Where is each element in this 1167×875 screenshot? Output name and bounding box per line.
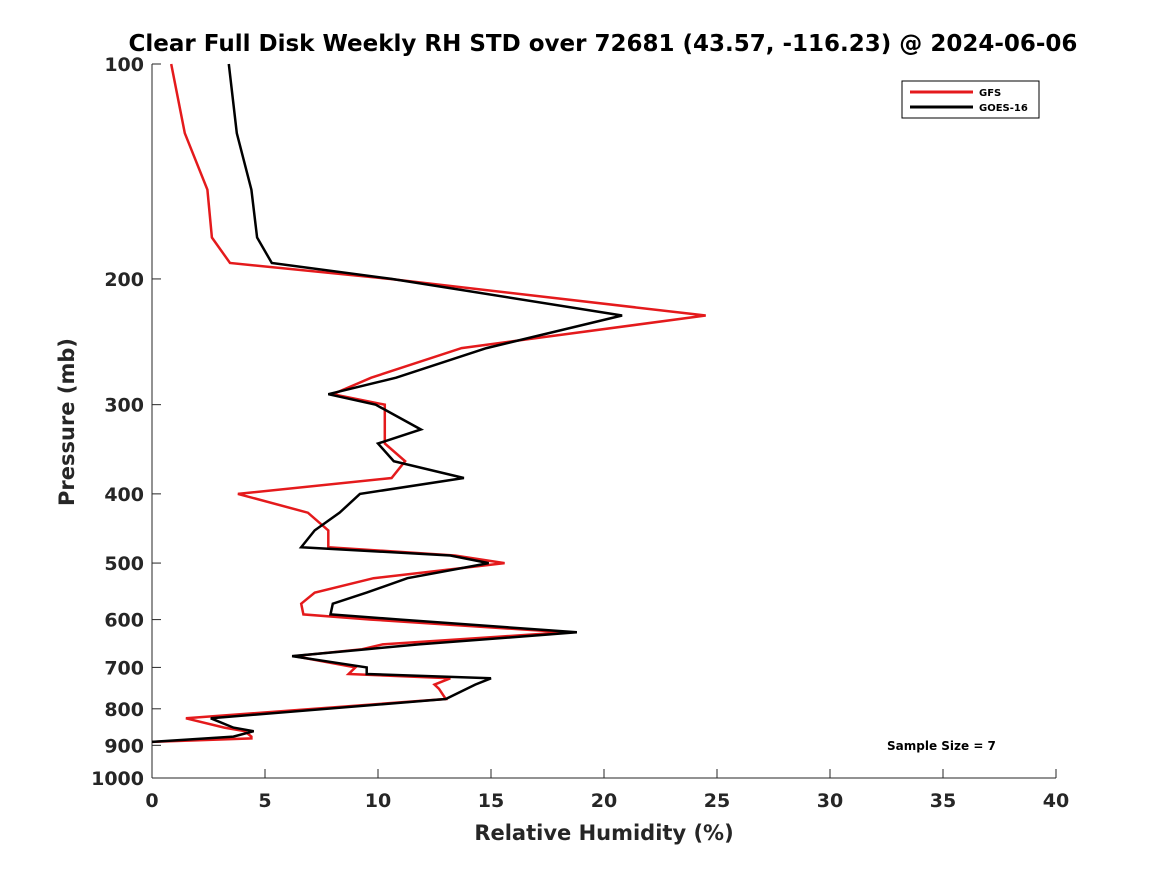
y-tick-label: 1000 [91, 768, 144, 790]
sample-size-annotation: Sample Size = 7 [887, 739, 996, 753]
y-tick-label: 200 [104, 269, 144, 291]
x-tick-label: 30 [817, 790, 843, 812]
chart-title: Clear Full Disk Weekly RH STD over 72681… [129, 31, 1078, 57]
y-tick-label: 600 [104, 610, 144, 632]
legend: GFS GOES-16 [901, 80, 1040, 119]
plot-area: 0 5 10 15 20 25 30 35 40 100 200 300 400 500 600 700 800… [91, 54, 1069, 812]
x-tick-label: 20 [591, 790, 617, 812]
y-axis-label: Pressure (mb) [55, 338, 79, 506]
x-tick-label: 25 [704, 790, 730, 812]
x-tick-label: 0 [145, 790, 158, 812]
y-tick-label: 500 [104, 553, 144, 575]
x-axis-label: Relative Humidity (%) [474, 821, 733, 845]
x-tick-label: 5 [258, 790, 271, 812]
x-tick-label: 10 [365, 790, 391, 812]
legend-label-goes16: GOES-16 [979, 103, 1028, 114]
legend-label-gfs: GFS [979, 88, 1001, 99]
y-tick-label: 900 [104, 735, 144, 757]
y-tick-label: 100 [104, 54, 144, 76]
legend-box [901, 80, 1040, 119]
x-tick-label: 15 [478, 790, 504, 812]
x-tick-label: 40 [1043, 790, 1069, 812]
y-tick-label: 400 [104, 484, 144, 506]
series-line-gfs [151, 63, 706, 744]
y-tick-label: 300 [104, 395, 144, 417]
series-line-goes16 [151, 63, 623, 744]
y-tick-label: 800 [104, 699, 144, 721]
y-tick-label: 700 [104, 657, 144, 679]
x-tick-label: 35 [930, 790, 956, 812]
